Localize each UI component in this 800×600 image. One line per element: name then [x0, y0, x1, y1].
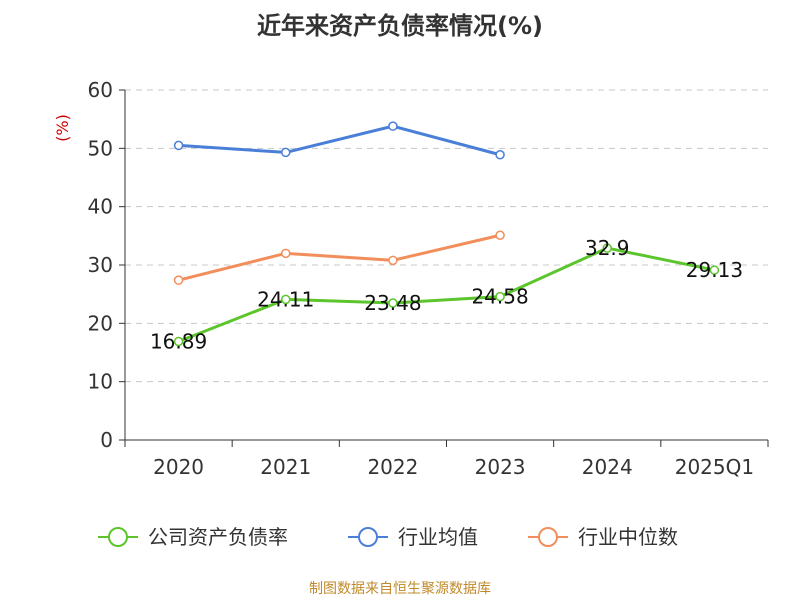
x-tick-label: 2020	[153, 455, 204, 479]
grid-lines	[125, 89, 768, 383]
source-note: 制图数据来自恒生聚源数据库	[309, 581, 491, 597]
y-tick-label: 40	[88, 195, 113, 219]
y-tick-label: 50	[88, 136, 113, 160]
series-2	[173, 230, 505, 285]
data-point	[173, 275, 184, 285]
legend-marker	[538, 527, 558, 547]
series-0	[173, 243, 720, 347]
legend-label: 公司资产负债率	[148, 525, 288, 549]
legend-marker	[108, 527, 128, 547]
y-tick-label: 0	[100, 428, 113, 452]
x-tick-label: 2024	[582, 455, 633, 479]
series-1	[173, 121, 505, 160]
data-point	[495, 291, 505, 302]
x-tick-label: 2021	[260, 455, 311, 479]
data-label: 32.9	[585, 236, 630, 260]
series-line	[178, 233, 501, 282]
legend-item: 行业均值	[348, 525, 478, 549]
data-point	[173, 336, 184, 347]
y-axis-unit-label: (%)	[53, 114, 72, 142]
legend-item: 行业中位数	[528, 525, 678, 549]
data-point	[281, 294, 291, 305]
legend-label: 行业均值	[398, 525, 478, 549]
data-labels: 16.89 24.11 23.48 24.58 32.9 29.13	[150, 236, 743, 353]
x-tick-label: 2022	[367, 455, 418, 479]
data-point	[709, 265, 720, 275]
data-point	[388, 298, 398, 308]
y-tick-label: 10	[88, 370, 113, 394]
series-line	[178, 246, 715, 343]
data-label: 23.48	[364, 291, 421, 315]
legend: 公司资产负债率 行业均值 行业中位数	[98, 525, 678, 549]
data-point	[602, 243, 612, 253]
axes: 0 10 20 30 40 50 60 2020 2021 2022 2023 2024 2025Q1	[88, 78, 769, 479]
data-point	[281, 147, 291, 158]
data-label: 16.89	[150, 329, 207, 353]
legend-item: 公司资产负债率	[98, 525, 288, 549]
series	[173, 121, 720, 347]
y-tick-label: 30	[88, 253, 113, 277]
x-tick-label: 2023	[475, 455, 526, 479]
data-point	[281, 248, 291, 259]
y-tick-label: 60	[88, 78, 113, 102]
y-tick-label: 20	[88, 311, 113, 335]
chart-title: 近年来资产负债率情况(%)	[257, 12, 543, 40]
data-label: 24.11	[257, 287, 314, 311]
series-line	[178, 124, 501, 157]
data-label: 24.58	[471, 285, 528, 309]
x-tick-label: 2025Q1	[675, 455, 754, 479]
data-point	[388, 121, 398, 131]
data-point	[388, 255, 398, 266]
data-point	[495, 150, 505, 160]
data-point	[173, 140, 184, 151]
legend-label: 行业中位数	[578, 525, 678, 549]
legend-marker	[358, 527, 378, 547]
data-point	[495, 230, 505, 240]
data-label: 29.13	[686, 258, 743, 282]
